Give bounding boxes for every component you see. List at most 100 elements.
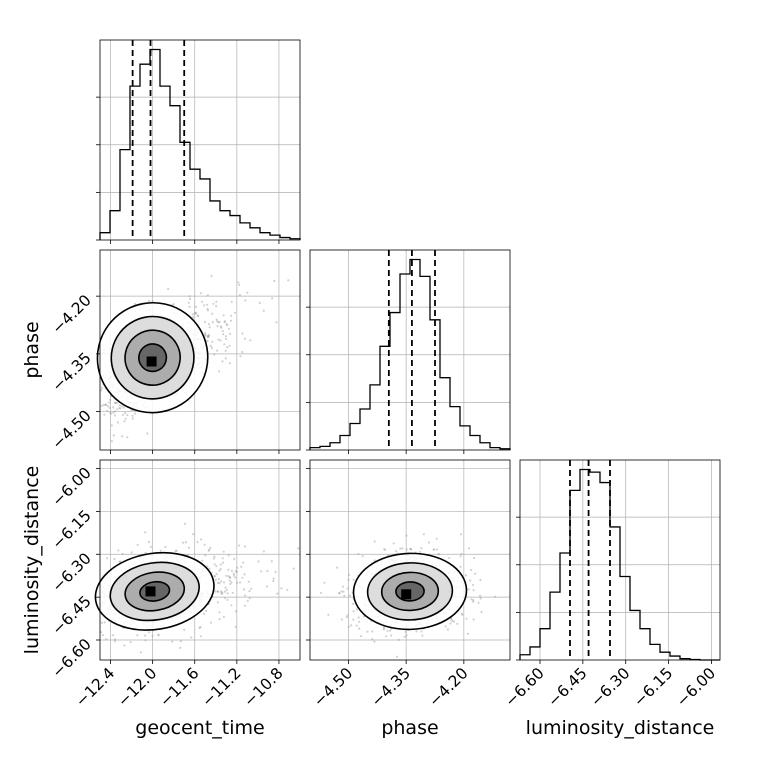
sample-point <box>213 353 216 356</box>
sample-point <box>157 633 160 636</box>
sample-point <box>395 655 399 658</box>
sample-point <box>213 575 216 578</box>
sample-point <box>383 627 386 630</box>
sample-point <box>106 404 109 408</box>
sample-point <box>174 550 177 553</box>
sample-point <box>470 598 473 601</box>
sample-point <box>209 621 213 624</box>
sample-point <box>189 297 192 301</box>
sample-point <box>404 630 407 634</box>
sample-point <box>357 616 360 619</box>
sample-point <box>100 621 103 625</box>
sample-point <box>206 334 209 337</box>
sample-point <box>327 613 330 616</box>
sample-point <box>129 641 132 644</box>
sample-point <box>113 414 117 417</box>
sample-point <box>199 292 202 295</box>
sample-point <box>373 540 376 543</box>
sample-point <box>276 592 279 595</box>
sample-point <box>109 411 112 414</box>
sample-point <box>221 557 224 560</box>
sample-point <box>427 541 431 544</box>
sample-point <box>207 333 210 336</box>
sample-point <box>405 634 408 637</box>
sample-point <box>181 541 185 544</box>
sample-point <box>148 299 151 303</box>
sample-point <box>274 570 277 574</box>
panel-ticks <box>306 306 465 454</box>
sample-point <box>409 547 412 550</box>
y-tick-label: −4.50 <box>49 407 95 453</box>
sample-point <box>225 322 228 326</box>
sample-point <box>477 601 480 604</box>
sample-point <box>226 324 229 327</box>
sample-point <box>467 547 471 550</box>
y-tick-label: −4.35 <box>49 349 95 395</box>
sample-point <box>200 538 203 541</box>
sample-point <box>223 320 227 323</box>
sample-point <box>217 321 220 324</box>
sample-point <box>222 615 225 619</box>
sample-point <box>222 561 225 564</box>
sample-point <box>206 309 209 312</box>
sample-point <box>241 576 244 579</box>
panel-ticks <box>96 96 280 244</box>
sample-point <box>222 333 225 336</box>
sample-point <box>358 620 361 624</box>
sample-point <box>216 590 219 593</box>
sample-point <box>188 305 191 308</box>
sample-point <box>202 304 206 307</box>
sample-point <box>472 599 475 602</box>
sample-point <box>102 403 105 406</box>
sample-point <box>213 574 216 578</box>
panel-hist-phase <box>306 249 511 454</box>
sample-point <box>217 590 220 594</box>
sample-point <box>422 533 425 536</box>
sample-point <box>373 559 376 562</box>
sample-point <box>126 436 129 439</box>
sample-point <box>271 297 274 300</box>
sample-point <box>216 349 219 352</box>
sample-point <box>203 320 206 324</box>
sample-point <box>466 632 470 635</box>
panel-frame <box>99 459 301 661</box>
sample-point <box>139 651 142 654</box>
histogram-step-line <box>99 48 301 240</box>
sample-point <box>297 547 300 550</box>
sample-point <box>246 599 249 602</box>
sample-point <box>246 291 249 294</box>
sample-point <box>243 604 247 607</box>
sample-point <box>479 597 482 600</box>
sample-point <box>206 565 209 568</box>
sample-point <box>175 549 178 552</box>
sample-point <box>323 581 326 584</box>
sample-point <box>193 312 196 315</box>
sample-point <box>336 566 339 569</box>
sample-point <box>114 638 117 641</box>
sample-point <box>146 432 149 435</box>
sample-point <box>221 330 224 333</box>
sample-point <box>106 557 109 560</box>
sample-point <box>204 334 207 337</box>
sample-point <box>272 579 275 583</box>
panel-phase-vs-luminosity-distance: −4.50 −4.35 −4.20 <box>306 459 511 710</box>
sample-point <box>347 625 350 628</box>
x-axis-label-phase: phase <box>381 717 438 739</box>
sample-point <box>167 287 170 291</box>
panel-grid <box>520 460 720 660</box>
sample-point <box>355 624 358 627</box>
sample-point <box>183 522 187 525</box>
sample-point <box>479 578 482 582</box>
sample-point <box>108 401 111 404</box>
sample-point <box>230 300 233 303</box>
sample-point <box>227 554 230 557</box>
sample-point <box>257 560 260 563</box>
y-tick-label: −6.30 <box>49 549 95 595</box>
sample-point <box>459 533 463 536</box>
sample-point <box>209 344 212 348</box>
panel-frame <box>309 459 511 661</box>
sample-point <box>472 589 475 592</box>
sample-point <box>99 631 103 634</box>
sample-point <box>437 553 440 556</box>
sample-point <box>108 406 111 409</box>
